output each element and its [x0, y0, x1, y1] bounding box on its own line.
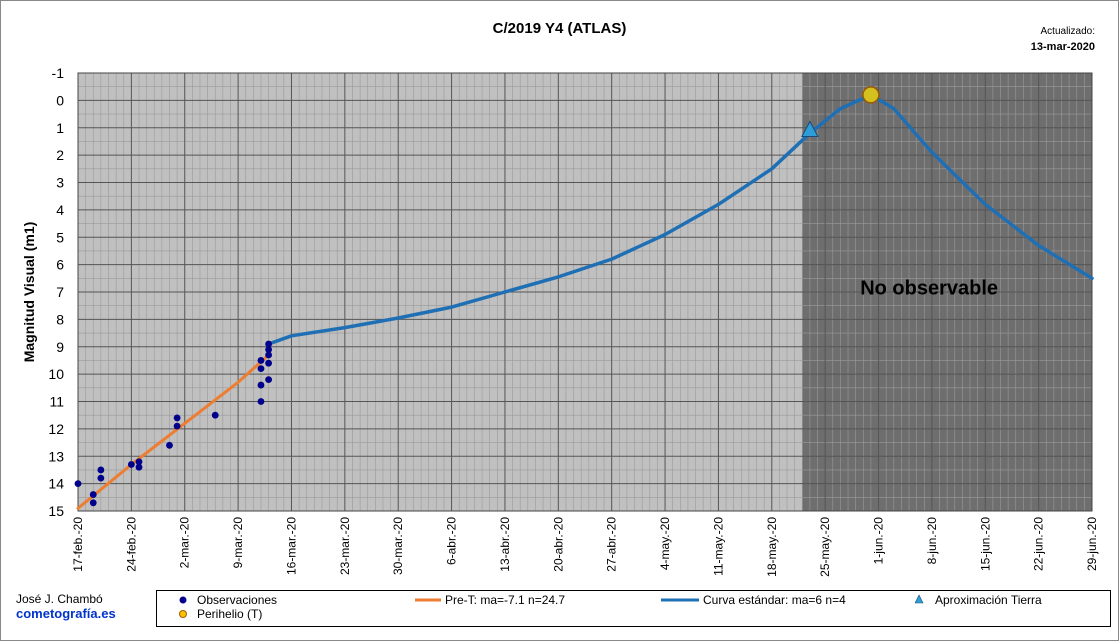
- y-tick-label: 12: [48, 421, 64, 437]
- y-axis-label: Magnitud Visual (m1): [21, 222, 37, 363]
- legend-symbol-pre-t: [415, 598, 441, 602]
- updated-date: 13-mar-2020: [1030, 41, 1095, 53]
- y-tick-label: 3: [56, 175, 64, 191]
- observation-point: [265, 351, 273, 359]
- observation-point: [257, 357, 265, 364]
- series-line-2: [266, 93, 1094, 346]
- observation-point: [89, 491, 97, 498]
- observation-point: [97, 474, 105, 482]
- observation-point: [135, 463, 143, 471]
- x-tick-label: 17-feb.-20: [71, 517, 85, 572]
- x-tick-label: 23-mar.-20: [338, 517, 352, 575]
- observation-point: [97, 466, 105, 474]
- x-tick-label: 4-may.-20: [658, 517, 672, 570]
- observation-point: [265, 340, 273, 348]
- plot-border: [77, 72, 1093, 512]
- legend-symbol-curva-estandar: [661, 598, 699, 602]
- observation-point: [127, 461, 135, 468]
- not-observable-label: No observable: [860, 278, 998, 300]
- legend-label-curva-estandar: Curva estándar: ma=6 n=4: [703, 593, 846, 607]
- x-tick-label: 11-may.-20: [711, 517, 725, 576]
- x-tick-label: 24-feb.-20: [124, 517, 138, 572]
- x-tick-label: 15-jun.-20: [978, 517, 992, 571]
- x-tick-label: 9-mar.-20: [231, 517, 245, 569]
- observation-point: [135, 458, 143, 466]
- x-tick-label: 1-jun.-20: [872, 517, 886, 565]
- x-tick-label: 29-jun.-20: [1085, 517, 1099, 571]
- chart-title: C/2019 Y4 (ATLAS): [492, 20, 627, 37]
- observation-point: [265, 376, 273, 383]
- earth-approach-marker: [801, 120, 819, 137]
- y-tick-label: 14: [48, 476, 64, 492]
- y-tick-label: 15: [48, 503, 64, 519]
- site-credit: cometografía.es: [16, 606, 116, 621]
- legend-item-pre-t: Pre-T: ma=-7.1 n=24.7: [415, 593, 565, 607]
- legend-label-pre-t: Pre-T: ma=-7.1 n=24.7: [445, 593, 566, 607]
- x-tick-label: 16-mar.-20: [284, 517, 298, 575]
- legend-label-aproximacion-tierra: Aproximación Tierra: [935, 593, 1042, 607]
- y-tick-label: 1: [56, 120, 64, 136]
- y-tick-label: 9: [56, 339, 64, 355]
- observation-point: [257, 398, 265, 405]
- observation-point: [265, 346, 273, 353]
- observation-point: [173, 422, 181, 430]
- x-tick-label: 6-abr.-20: [445, 517, 459, 565]
- y-tick-label: 4: [56, 202, 64, 218]
- observation-point: [257, 381, 265, 389]
- y-tick-label: 5: [56, 229, 64, 245]
- observation-point: [211, 411, 219, 419]
- observation-point: [173, 414, 181, 422]
- legend-label-perihelio: Perihelio (T): [197, 607, 263, 621]
- series-line-1: [76, 353, 271, 510]
- y-tick-label: -1: [52, 65, 65, 81]
- y-tick-label: 10: [48, 366, 64, 382]
- y-tick-label: 7: [56, 284, 64, 300]
- observation-point: [166, 441, 173, 449]
- x-tick-label: 30-mar.-20: [391, 517, 405, 575]
- x-tick-label: 13-abr.-20: [498, 517, 512, 572]
- x-tick-label: 20-abr.-20: [551, 517, 565, 572]
- y-tick-label: 13: [48, 448, 64, 464]
- x-tick-label: 27-abr.-20: [605, 517, 619, 572]
- perihelion-marker: [862, 86, 880, 104]
- y-tick-label: 8: [56, 311, 64, 327]
- x-tick-label: 22-jun.-20: [1032, 517, 1046, 571]
- legend-label-observaciones: Observaciones: [197, 593, 278, 607]
- observation-point: [74, 480, 82, 488]
- x-tick-label: 18-may.-20: [765, 517, 779, 577]
- x-tick-label: 25-may.-20: [818, 517, 832, 577]
- chart-plot: No observable-10123456789101112131415Mag…: [21, 65, 1099, 577]
- legend-symbol-observaciones: [179, 596, 187, 604]
- legend-item-curva-estandar: Curva estándar: ma=6 n=4: [661, 593, 846, 607]
- legend: Observaciones Perihelio (T) Pre-T: ma=-7…: [156, 590, 1111, 627]
- y-tick-label: 6: [56, 257, 64, 273]
- observation-point: [89, 499, 97, 507]
- x-tick-label: 8-jun.-20: [925, 517, 939, 565]
- legend-symbol-perihelio: [179, 610, 187, 618]
- legend-item-perihelio: Perihelio (T): [179, 607, 262, 621]
- observation-point: [257, 365, 265, 373]
- legend-item-observaciones: Observaciones: [179, 593, 277, 607]
- observation-point: [265, 359, 273, 367]
- legend-symbol-aproximacion-tierra: [915, 594, 924, 604]
- updated-label: Actualizado:: [1040, 26, 1095, 37]
- y-tick-label: 0: [56, 92, 64, 108]
- y-tick-label: 11: [49, 394, 64, 410]
- legend-item-aproximacion-tierra: Aproximación Tierra: [915, 593, 1042, 607]
- x-tick-label: 2-mar.-20: [178, 517, 192, 569]
- author-credit: José J. Chambó: [16, 592, 103, 606]
- y-tick-label: 2: [56, 147, 64, 163]
